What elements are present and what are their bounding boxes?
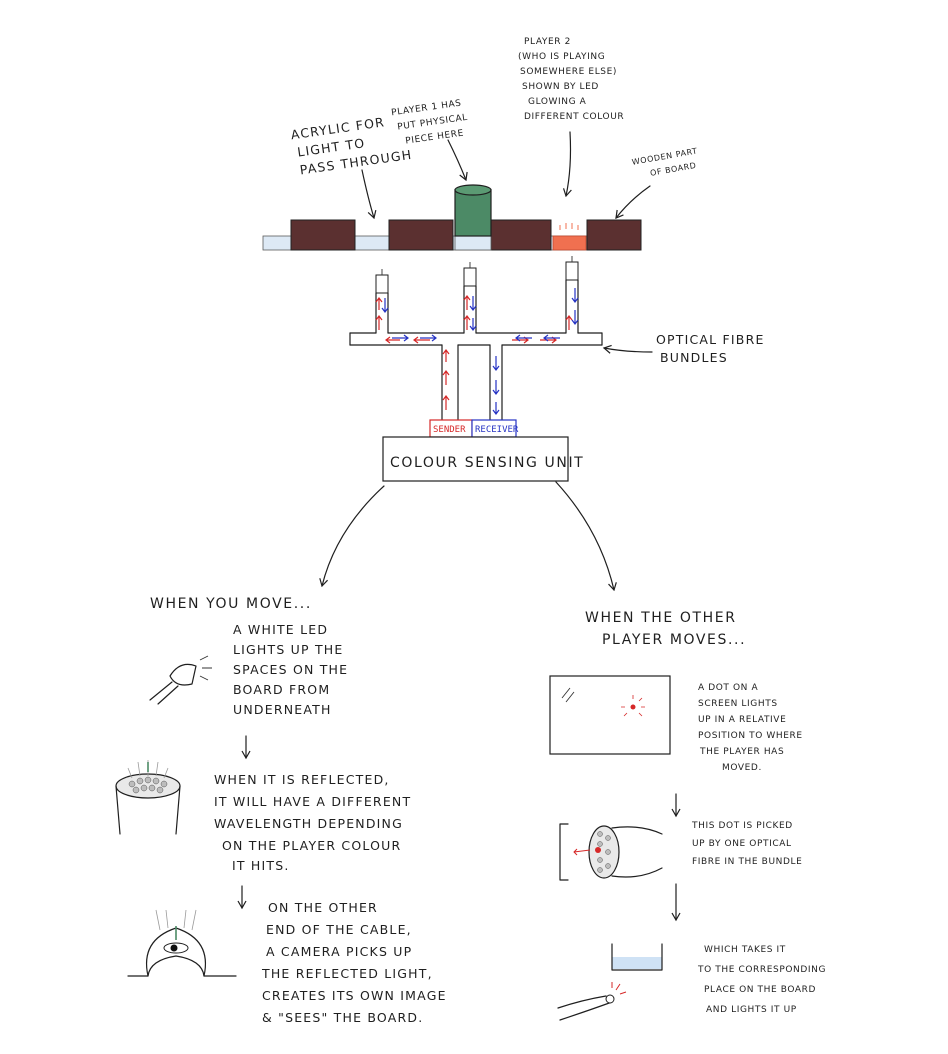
camera-icon — [127, 909, 237, 977]
wood-block-2 — [388, 219, 454, 251]
wooden-label: WOODEN PART OF BOARD — [631, 146, 698, 178]
optical-label-line-2: BUNDLES — [660, 350, 728, 365]
left-step3-line-2: END OF THE CABLE, — [266, 922, 412, 937]
right-step1-line-4: POSITION TO WHERE — [698, 731, 803, 741]
branch-arrow-right — [555, 481, 617, 592]
wood-block-4 — [586, 219, 642, 251]
right-step1-text: A DOT ON A SCREEN LIGHTS UP IN A RELATIV… — [698, 683, 803, 773]
wood-block-1 — [290, 219, 356, 251]
right-heading-line-1: WHEN THE OTHER — [585, 610, 737, 626]
right-heading: WHEN THE OTHER PLAYER MOVES... — [585, 610, 746, 648]
left-step3-line-5: CREATES ITS OWN IMAGE — [262, 988, 447, 1003]
left-step2-line-1: WHEN IT IS REFLECTED, — [214, 772, 390, 787]
left-step3-line-4: THE REFLECTED LIGHT, — [261, 966, 433, 981]
fibre-connector-middle — [463, 267, 477, 287]
acrylic-arrow — [361, 169, 377, 220]
left-step3-line-3: A CAMERA PICKS UP — [266, 944, 412, 959]
player2-label-line-2: (WHO IS PLAYING — [518, 52, 605, 62]
left-step2-line-3: WAVELENGTH DEPENDING — [214, 816, 403, 831]
left-step2-line-2: IT WILL HAVE A DIFFERENT — [214, 794, 411, 809]
left-step1-line-1: A WHITE LED — [233, 622, 328, 637]
sender-light-arrows — [375, 295, 573, 410]
right-step1-line-5: THE PLAYER HAS — [699, 747, 784, 757]
left-heading: WHEN YOU MOVE... — [150, 596, 312, 612]
left-step1-text: A WHITE LED LIGHTS UP THE SPACES ON THE … — [233, 622, 348, 717]
wood-block-3 — [490, 219, 552, 251]
right-step1-line-3: UP IN A RELATIVE — [698, 715, 786, 725]
player2-led-square — [552, 235, 587, 251]
screen-icon — [549, 675, 671, 755]
player2-arrow — [562, 131, 572, 198]
fibre-connector-left — [375, 274, 389, 294]
board-cross-section — [262, 184, 642, 251]
player2-label: PLAYER 2 (WHO IS PLAYING SOMEWHERE ELSE)… — [518, 37, 624, 122]
player2-label-line-4: SHOWN BY LED — [522, 82, 599, 92]
player2-label-line-5: GLOWING A — [528, 97, 587, 107]
sender-label: SENDER — [433, 425, 466, 435]
optical-fibres — [349, 256, 603, 421]
receiver-box: RECEIVER — [471, 419, 519, 438]
left-step3-text: ON THE OTHER END OF THE CABLE, A CAMERA … — [261, 900, 447, 1025]
sender-box: SENDER — [429, 419, 473, 438]
left-step2-line-5: IT HITS. — [232, 858, 290, 873]
white-led-icon — [149, 655, 212, 705]
player1-label-line-3: PIECE HERE — [405, 129, 465, 147]
wooden-arrow — [615, 185, 651, 219]
right-step2-text: THIS DOT IS PICKED UP BY ONE OPTICAL FIB… — [691, 821, 802, 867]
player1-arrow — [447, 139, 468, 182]
left-step3-line-6: & "SEES" THE BOARD. — [262, 1010, 423, 1025]
optical-label-line-1: OPTICAL FIBRE — [656, 332, 765, 347]
right-step2-line-1: THIS DOT IS PICKED — [691, 821, 793, 831]
right-step3-line-2: TO THE CORRESPONDING — [697, 965, 826, 975]
fibre-connector-right — [565, 261, 579, 281]
player2-label-line-1: PLAYER 2 — [524, 37, 571, 47]
left-step2-text: WHEN IT IS REFLECTED, IT WILL HAVE A DIF… — [214, 772, 411, 873]
right-step3-line-4: AND LIGHTS IT UP — [706, 1005, 797, 1015]
colour-sensing-unit-label: COLOUR SENSING UNIT — [390, 455, 584, 471]
left-step1-line-5: UNDERNEATH — [233, 702, 332, 717]
optical-arrow — [602, 344, 653, 354]
right-step2-line-2: UP BY ONE OPTICAL — [692, 839, 792, 849]
right-step1-line-6: MOVED. — [722, 763, 762, 773]
player1-piece — [454, 184, 492, 237]
player1-label: PLAYER 1 HAS PUT PHYSICAL PIECE HERE — [391, 99, 469, 147]
left-step2-line-4: ON THE PLAYER COLOUR — [222, 838, 401, 853]
wooden-label-line-2: OF BOARD — [649, 161, 697, 178]
left-step1-line-2: LIGHTS UP THE — [233, 642, 343, 657]
fibre-bundle-icon — [115, 760, 181, 835]
left-step3-line-1: ON THE OTHER — [268, 900, 378, 915]
left-step1-line-3: SPACES ON THE — [233, 662, 348, 677]
right-step2-line-3: FIBRE IN THE BUNDLE — [692, 857, 802, 867]
led-glow-rays — [559, 223, 579, 230]
receiver-label: RECEIVER — [475, 425, 519, 435]
receiver-light-arrows — [381, 288, 579, 415]
branch-arrow-left — [319, 485, 385, 588]
right-step1-line-1: A DOT ON A — [698, 683, 758, 693]
right-step3-line-1: WHICH TAKES IT — [704, 945, 786, 955]
player2-label-line-3: SOMEWHERE ELSE) — [520, 67, 617, 77]
right-step3-text: WHICH TAKES IT TO THE CORRESPONDING PLAC… — [697, 945, 826, 1015]
lit-board-icon — [557, 943, 663, 1021]
optical-label: OPTICAL FIBRE BUNDLES — [656, 332, 765, 365]
acrylic-label: ACRYLIC FOR LIGHT TO PASS THROUGH — [290, 114, 413, 177]
colour-sensing-unit: COLOUR SENSING UNIT — [382, 436, 584, 482]
right-step3-line-3: PLACE ON THE BOARD — [704, 985, 816, 995]
fibre-bundle-end-icon — [559, 823, 663, 881]
player2-label-line-6: DIFFERENT COLOUR — [524, 112, 624, 122]
right-heading-line-2: PLAYER MOVES... — [602, 632, 746, 648]
left-step1-line-4: BOARD FROM — [233, 682, 330, 697]
right-step1-line-2: SCREEN LIGHTS — [698, 699, 778, 709]
acrylic-under-piece — [454, 235, 492, 251]
